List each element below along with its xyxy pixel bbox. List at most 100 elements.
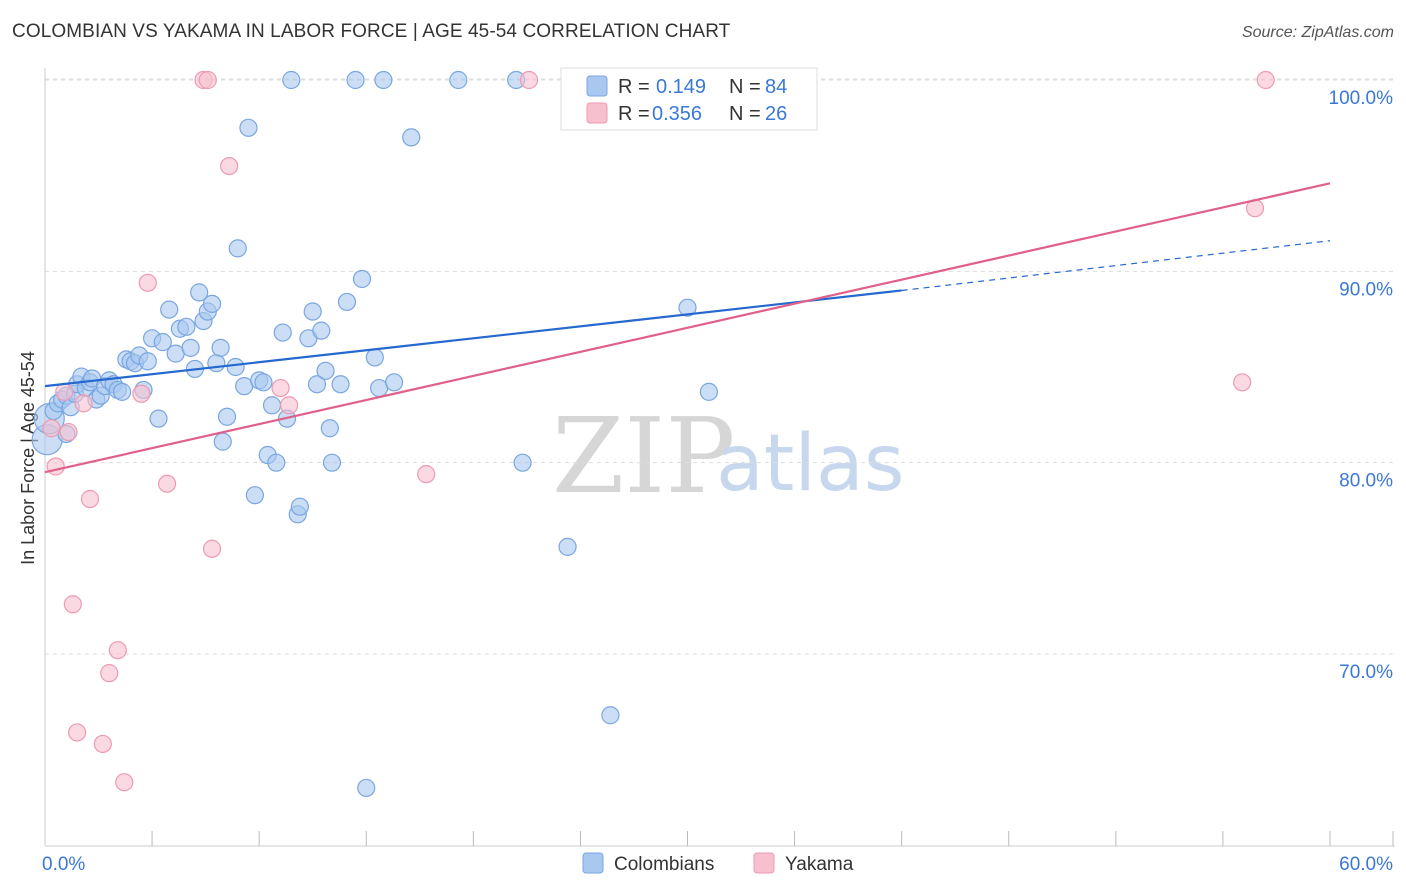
- bottom-legend-swatch-colombians: [582, 852, 604, 874]
- legend-r-value-yakama: 0.356: [652, 103, 702, 125]
- colombians-point-66: [331, 375, 350, 394]
- watermark-zip: ZIP: [552, 395, 735, 517]
- colombians-point-45: [228, 239, 247, 258]
- colombians-point-63: [316, 361, 335, 380]
- yakama-point-10: [108, 641, 127, 660]
- yakama-point-14: [157, 474, 177, 493]
- colombians-point-81: [678, 298, 697, 317]
- colombians-point-61: [307, 375, 327, 394]
- colombians-point-34: [181, 338, 200, 357]
- y-tick-label-1: 90.0%: [1339, 279, 1393, 300]
- colombians-trend-extension: [901, 240, 1331, 292]
- colombians-point-75: [402, 128, 421, 147]
- yakama-point-17: [202, 539, 222, 558]
- bottom-legend: Colombians Yakama: [582, 852, 854, 875]
- legend-n-value-colombians: 84: [765, 76, 787, 98]
- x-axis-tick-labels: 0.0% 60.0%: [42, 854, 1393, 875]
- colombians-point-26: [138, 352, 157, 371]
- colombians-point-44: [226, 357, 245, 377]
- colombians-point-58: [290, 497, 309, 516]
- colombians-point-56: [282, 70, 301, 90]
- chart-title: COLOMBIAN VS YAKAMA IN LABOR FORCE | AGE…: [12, 21, 731, 42]
- colombians-point-52: [262, 396, 282, 415]
- yakama-point-2: [55, 382, 74, 401]
- colombians-point-41: [211, 338, 230, 357]
- legend-r-label-colombians: R =: [618, 76, 650, 98]
- legend-r-value-colombians: 0.149: [656, 76, 706, 98]
- colombians-point-69: [352, 269, 372, 289]
- yakama-point-3: [59, 422, 78, 442]
- yakama-point-20: [280, 396, 299, 415]
- legend-n-label-colombians: N =: [729, 76, 761, 98]
- yakama-trend-line: [44, 182, 1331, 474]
- yakama-point-19: [271, 378, 290, 398]
- yakama-point-22: [519, 70, 539, 90]
- colombians-point-33: [177, 317, 196, 336]
- colombians-point-78: [513, 453, 532, 472]
- data-points: [31, 70, 1275, 798]
- yakama-point-18: [220, 157, 239, 176]
- colombians-point-60: [303, 302, 322, 321]
- y-axis-tick-labels: 100.0% 90.0% 80.0% 70.0%: [1329, 88, 1394, 683]
- yakama-point-13: [138, 273, 157, 292]
- watermark-atlas: atlas: [716, 419, 905, 509]
- yakama-point-16: [198, 70, 217, 90]
- colombians-point-20: [112, 382, 132, 401]
- colombians-point-53: [267, 453, 286, 472]
- colombians-point-74: [384, 373, 404, 392]
- colombians-point-50: [254, 373, 273, 392]
- yakama-point-21: [417, 465, 436, 484]
- colombians-point-36: [190, 283, 209, 302]
- yakama-point-8: [93, 734, 112, 754]
- colombians-point-70: [357, 778, 376, 798]
- colombians-point-29: [153, 333, 172, 352]
- bottom-legend-swatch-yakama: [753, 852, 775, 874]
- trend-lines: [44, 182, 1331, 474]
- y-tick-label-0: 100.0%: [1329, 88, 1394, 109]
- legend-swatch-yakama: [586, 102, 608, 124]
- yakama-point-7: [80, 489, 100, 509]
- yakama-point-25: [1256, 70, 1275, 90]
- yakama-point-9: [100, 664, 119, 683]
- y-tick-label-3: 70.0%: [1339, 662, 1393, 683]
- colombians-point-67: [337, 292, 357, 312]
- colombians-point-39: [202, 294, 222, 313]
- colombians-point-76: [449, 70, 468, 90]
- colombians-point-62: [312, 321, 331, 340]
- bottom-legend-label-colombians: Colombians: [614, 854, 714, 875]
- x-tick-label-0: 0.0%: [42, 854, 85, 875]
- colombians-point-79: [558, 537, 577, 556]
- colombians-point-48: [245, 486, 264, 505]
- colombians-point-71: [365, 348, 384, 367]
- colombians-point-47: [239, 118, 258, 137]
- colombians-point-28: [149, 409, 168, 428]
- colombians-point-43: [217, 407, 237, 426]
- colombians-point-40: [207, 354, 226, 373]
- bottom-legend-label-yakama: Yakama: [785, 854, 854, 875]
- colombians-point-65: [322, 453, 342, 472]
- yakama-point-4: [63, 595, 82, 614]
- colombians-point-64: [320, 419, 339, 438]
- yakama-point-11: [115, 773, 134, 792]
- colombians-point-80: [601, 706, 620, 725]
- colombians-point-54: [273, 323, 292, 342]
- x-tick-label-1: 60.0%: [1339, 854, 1393, 875]
- colombians-point-82: [699, 382, 719, 401]
- colombians-trend-line: [44, 289, 902, 388]
- yakama-point-1: [46, 457, 65, 476]
- legend: R = 0.149 N = 84 R = 0.356 N = 26: [560, 67, 818, 131]
- yakama-point-5: [68, 723, 87, 742]
- colombians-point-42: [213, 432, 232, 451]
- gridlines: [45, 78, 1395, 655]
- y-tick-label-2: 80.0%: [1339, 471, 1393, 492]
- yakama-point-23: [1233, 373, 1252, 392]
- legend-n-value-yakama: 26: [765, 103, 787, 125]
- axes: [44, 68, 1395, 847]
- legend-n-label-yakama: N =: [729, 103, 761, 125]
- legend-r-label-yakama: R =: [618, 103, 650, 125]
- colombians-point-68: [346, 70, 365, 90]
- yakama-point-12: [132, 384, 151, 403]
- yakama-point-6: [74, 394, 93, 413]
- colombians-point-30: [160, 300, 179, 319]
